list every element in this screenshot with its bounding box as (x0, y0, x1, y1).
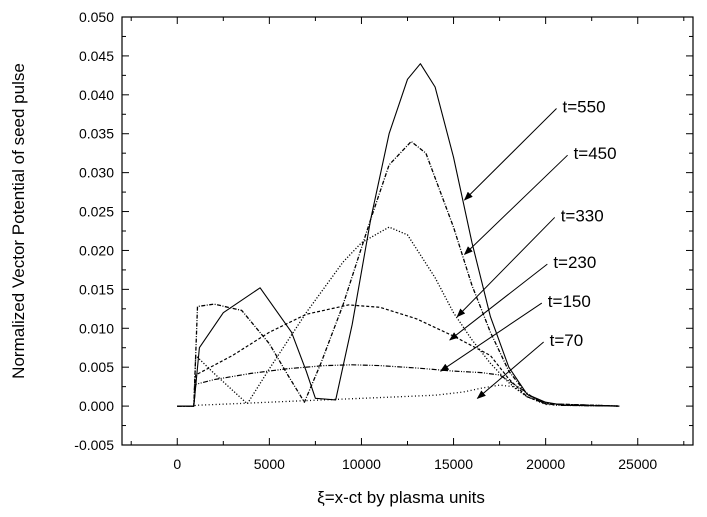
y-tick-label: 0.035 (79, 126, 114, 142)
series-line-t-230 (177, 304, 620, 407)
y-axis-title: Normalized Vector Potential of seed puls… (9, 63, 28, 379)
y-axis: -0.005 0.000 0.005 0.010 0.015 0.020 0.025 0.03… (74, 9, 693, 453)
y-tick-label: 0.000 (79, 398, 114, 414)
annotation-layer: t=550 t=450 t=330 t=230 t=150 t=70 (439, 97, 617, 399)
series-line-t-550 (177, 63, 620, 407)
annotation-label: t=550 (563, 97, 606, 116)
y-tick-label: 0.045 (79, 48, 114, 64)
annotation-arrow (449, 263, 548, 341)
series-line-t-330 (177, 226, 620, 407)
annotation-arrow (476, 341, 544, 399)
annotation-arrow (456, 217, 556, 318)
x-axis-title: ξ=x-ct by plasma units (317, 488, 485, 507)
x-tick-label: 15000 (434, 456, 473, 472)
annotation-arrow (463, 108, 557, 201)
y-tick-label: 0.010 (79, 320, 114, 336)
x-axis: 0 5000 10000 15000 20000 25000 (130, 17, 685, 472)
y-tick-label: 0.025 (79, 204, 114, 220)
annotation-arrow (463, 154, 568, 256)
annotation-label: t=70 (550, 331, 584, 350)
series-layer (177, 63, 620, 407)
y-tick-label: 0.040 (79, 87, 114, 103)
annotation-label: t=450 (574, 144, 617, 163)
y-tick-label: 0.020 (79, 242, 114, 258)
annotation-label: t=150 (548, 292, 591, 311)
y-tick-label: -0.005 (74, 437, 114, 453)
x-tick-label: 5000 (254, 456, 285, 472)
y-tick-label: 0.030 (79, 165, 114, 181)
x-tick-label: 10000 (342, 456, 381, 472)
annotation-label: t=230 (553, 253, 596, 272)
annotation-label: t=330 (561, 206, 604, 225)
y-tick-label: 0.005 (79, 359, 114, 375)
x-tick-label: 0 (173, 456, 181, 472)
x-tick-label: 25000 (618, 456, 657, 472)
series-line-t-450 (177, 140, 620, 407)
annotation-arrow (439, 302, 543, 372)
y-tick-label: 0.050 (79, 9, 114, 25)
y-tick-label: 0.015 (79, 281, 114, 297)
x-tick-label: 20000 (526, 456, 565, 472)
